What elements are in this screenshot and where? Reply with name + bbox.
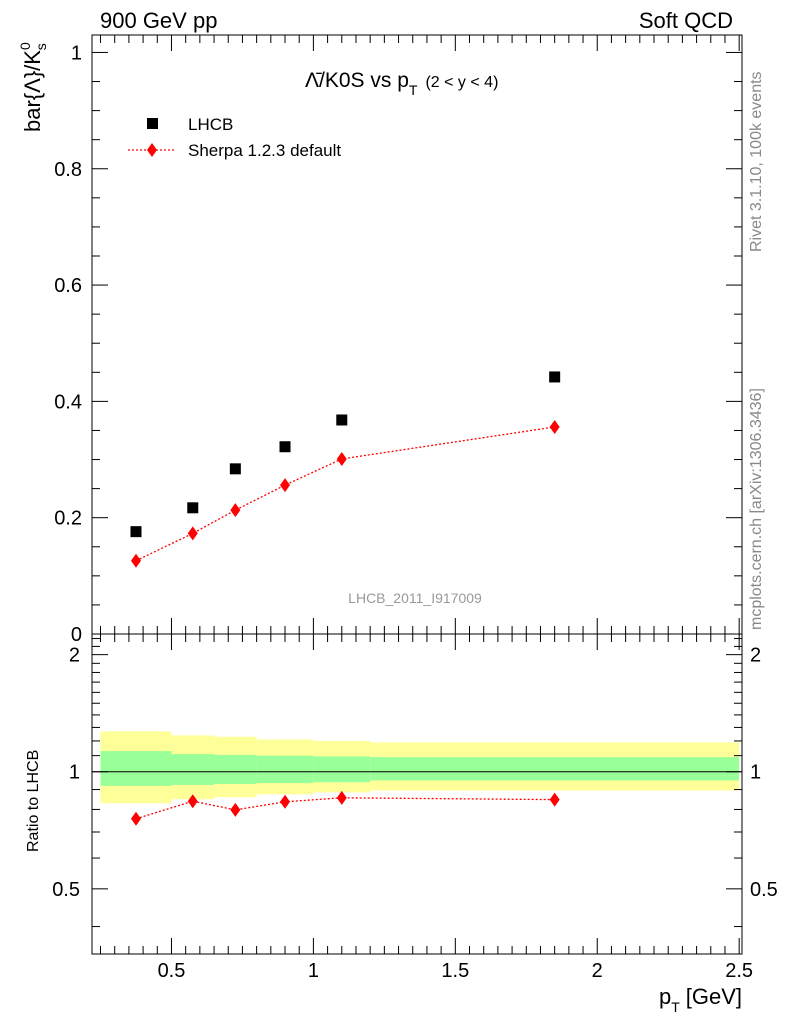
x-label-main: p — [659, 984, 671, 1009]
legend: LHCB Sherpa 1.2.3 default — [128, 115, 341, 160]
lhcb-data-point — [187, 502, 199, 514]
lhcb-data-point — [130, 526, 142, 538]
lhcb-data-point — [549, 371, 561, 383]
x-tick-label: 2 — [592, 960, 603, 982]
x-tick-label: 2.5 — [725, 960, 753, 982]
title-range: (2 < y < 4) — [425, 74, 498, 91]
inner-uncertainty-band — [100, 751, 172, 786]
ratio-y-tick-label-right: 0.5 — [750, 879, 778, 901]
y-label-subscript: s — [33, 43, 49, 50]
analysis-watermark: LHCB_2011_I917009 — [348, 590, 482, 606]
sherpa-data-point — [549, 419, 560, 434]
legend-marker-lhcb — [147, 118, 158, 129]
sherpa-data-point — [230, 503, 241, 518]
inner-uncertainty-band — [313, 756, 371, 783]
ratio-y-tick-label: 2 — [69, 645, 80, 667]
x-tick-label: 0.5 — [158, 960, 186, 982]
legend-label-sherpa: Sherpa 1.2.3 default — [188, 141, 341, 160]
sherpa-ratio-point — [549, 792, 560, 807]
inner-uncertainty-band — [214, 754, 257, 785]
ratio-panel-frame — [91, 633, 743, 955]
main-y-tick-label: 0.8 — [54, 159, 82, 181]
ratio-y-tick-label: 0.5 — [52, 879, 80, 901]
lhcb-data-point — [336, 414, 348, 426]
main-y-axis-label: bar{Λ}/K0s — [17, 42, 49, 132]
ratio-y-tick-label-right: 2 — [750, 645, 761, 667]
ratio-panel-series — [130, 790, 560, 826]
sherpa-data-point — [336, 451, 347, 466]
lhcb-data-point — [229, 463, 241, 475]
svg-text:Λ̄/K0S vs pT(2 < y < 4): Λ̄/K0S vs pT (2 < y < 4) — [305, 69, 498, 98]
main-panel-series — [130, 371, 561, 568]
plot-title: Λ̄/K0S vs pT (2 < y < 4) — [305, 69, 498, 98]
sherpa-ratio-point — [230, 802, 241, 817]
ratio-y-axis: 0.5 0.5 1 1 2 2 — [52, 638, 778, 928]
main-y-tick-label: 0 — [71, 624, 82, 646]
inner-uncertainty-band — [370, 757, 740, 781]
title-subscript: T — [409, 82, 418, 98]
main-y-axis: 0 0.2 0.4 0.6 0.8 1 — [54, 42, 742, 646]
y-label-superscript: 0 — [17, 42, 33, 50]
sherpa-data-point — [187, 526, 198, 541]
x-label-unit: [GeV] — [686, 984, 742, 1009]
sherpa-ratio-point — [280, 794, 291, 809]
sherpa-data-point — [280, 478, 291, 493]
ratio-y-tick-label: 1 — [69, 762, 80, 784]
x-label-subscript: T — [671, 999, 680, 1015]
legend-marker-sherpa — [147, 143, 157, 157]
inner-uncertainty-band — [256, 755, 314, 784]
inner-uncertainty-band — [171, 754, 215, 785]
sherpa-ratio-point — [336, 790, 347, 805]
x-tick-label: 1 — [308, 960, 319, 982]
lhcb-data-point — [279, 441, 291, 453]
x-axis-label: pT [GeV] — [659, 984, 742, 1015]
x-axis: 0.5 1 1.5 2 2.5 — [100, 35, 753, 982]
sherpa-line — [135, 426, 555, 562]
legend-label-lhcb: LHCB — [188, 115, 233, 134]
ratio-y-axis-label: Ratio to LHCB — [25, 750, 42, 852]
main-y-tick-label: 0.2 — [54, 508, 82, 530]
y-label-main: bar{Λ}/K — [20, 50, 45, 132]
header-right: Soft QCD — [639, 8, 733, 33]
sherpa-ratio-point — [187, 794, 198, 809]
sherpa-data-point — [130, 553, 141, 568]
main-y-tick-label: 0.6 — [54, 275, 82, 297]
rivet-version-label: Rivet 3.1.10, 100k events — [748, 71, 765, 252]
sherpa-ratio-line — [135, 797, 555, 820]
ratio-uncertainty-bands — [100, 731, 740, 804]
title-main: Λ̄/K0S vs p — [305, 69, 409, 92]
ratio-y-tick-label-right: 1 — [750, 762, 761, 784]
main-y-tick-label: 1 — [71, 42, 82, 64]
mcplots-source-label: mcplots.cern.ch [arXiv:1306.3436] — [748, 388, 765, 630]
header-left: 900 GeV pp — [100, 8, 217, 33]
x-tick-label: 1.5 — [441, 960, 469, 982]
sherpa-ratio-point — [130, 811, 141, 826]
main-y-tick-label: 0.4 — [54, 391, 82, 413]
